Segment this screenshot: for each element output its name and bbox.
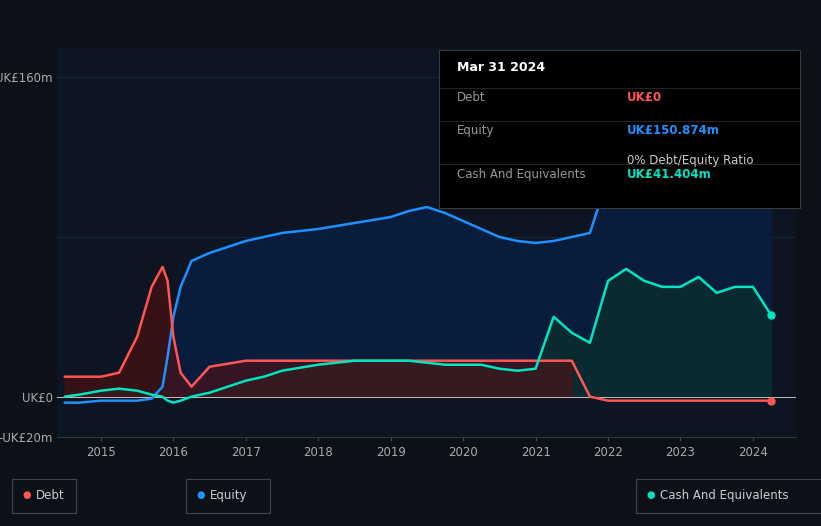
Text: Equity: Equity: [210, 489, 248, 502]
Text: 0% Debt/Equity Ratio: 0% Debt/Equity Ratio: [627, 154, 754, 167]
Text: UK£41.404m: UK£41.404m: [627, 168, 712, 181]
Text: Equity: Equity: [457, 124, 495, 137]
Text: Debt: Debt: [457, 91, 486, 104]
Text: Debt: Debt: [36, 489, 65, 502]
Text: Mar 31 2024: Mar 31 2024: [457, 61, 545, 74]
Text: UK£150.874m: UK£150.874m: [627, 124, 720, 137]
Text: UK£0: UK£0: [627, 91, 663, 104]
Text: Cash And Equivalents: Cash And Equivalents: [660, 489, 789, 502]
Text: ●: ●: [646, 490, 654, 501]
Text: Cash And Equivalents: Cash And Equivalents: [457, 168, 586, 181]
Text: ●: ●: [196, 490, 204, 501]
Text: ●: ●: [22, 490, 30, 501]
